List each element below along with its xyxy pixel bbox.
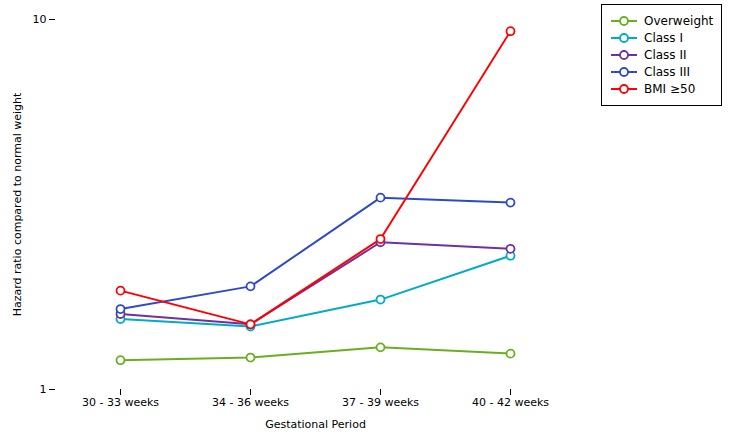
html-text:Class I: Class I [644,31,683,45]
svg-text:Hazard ratio compared to norma: Hazard ratio compared to normal weight [11,92,24,316]
svg-text:30 - 33 weeks: 30 - 33 weeks [82,396,159,409]
html-text:Class II: Class II [644,48,687,62]
svg-text:10: 10 [33,13,47,26]
svg-text:37 - 39 weeks: 37 - 39 weeks [342,396,419,409]
svg-text:34 - 36 weeks: 34 - 36 weeks [212,396,289,409]
svg-text:40 - 42 weeks: 40 - 42 weeks [472,396,549,409]
svg-text:Gestational Period: Gestational Period [265,418,366,431]
svg-text:1: 1 [40,383,47,396]
html-text:BMI ≥50: BMI ≥50 [644,82,696,96]
html-text:Class III: Class III [644,65,690,79]
html-text:Overweight: Overweight [644,14,714,28]
